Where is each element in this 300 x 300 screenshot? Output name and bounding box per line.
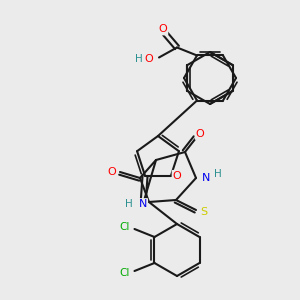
- Text: O: O: [159, 25, 167, 34]
- Text: Cl: Cl: [119, 222, 130, 232]
- Text: O: O: [196, 129, 204, 139]
- Text: N: N: [202, 173, 210, 183]
- Text: O: O: [145, 55, 153, 64]
- Text: H: H: [135, 55, 143, 64]
- Text: H: H: [125, 199, 133, 209]
- Text: H: H: [214, 169, 222, 179]
- Text: N: N: [139, 199, 147, 209]
- Text: Cl: Cl: [119, 268, 130, 278]
- Text: O: O: [108, 167, 116, 177]
- Text: O: O: [172, 171, 181, 181]
- Text: S: S: [200, 207, 208, 217]
